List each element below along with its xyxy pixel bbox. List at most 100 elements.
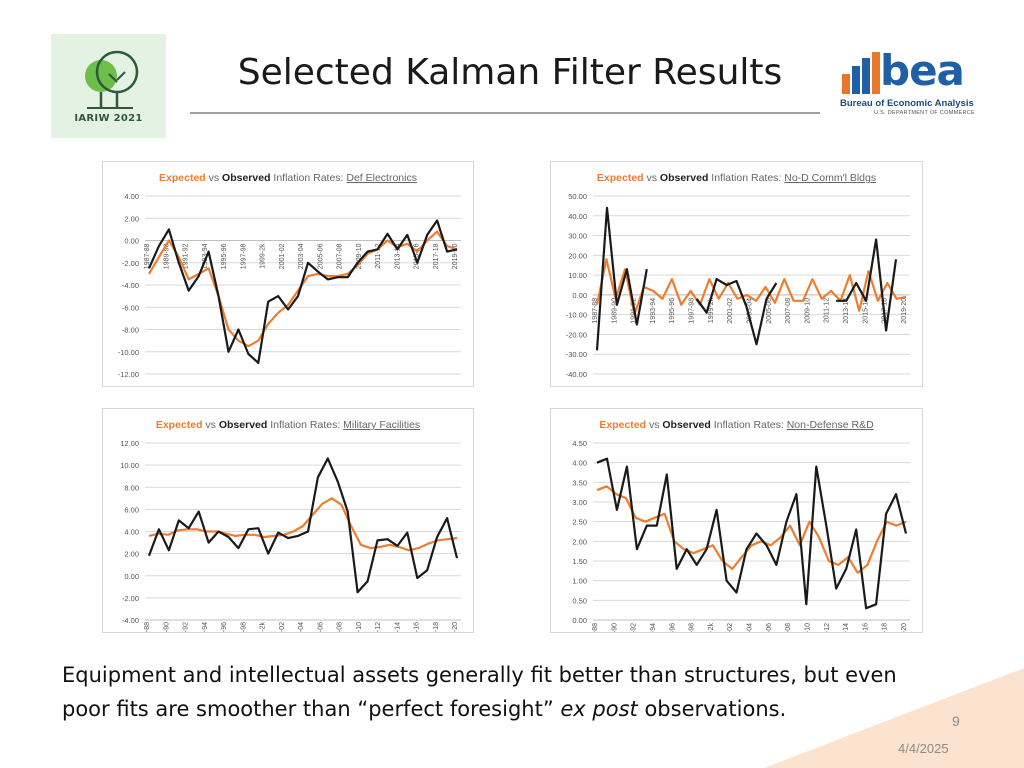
chart-panel-military-facilities: Expected vs Observed Inflation Rates: Mi… [102, 408, 474, 633]
x-tick-label: 2009-10 [356, 243, 363, 269]
series-line-observed [147, 457, 459, 594]
x-tick-label: 2015-16 [862, 298, 869, 324]
x-tick-label: 1987-88 [144, 243, 151, 269]
y-tick-label: 1.00 [572, 577, 587, 586]
x-tick-label: 2019-20 [901, 298, 908, 324]
y-tick-label: 2.00 [124, 550, 139, 559]
x-tick-label: 1991-92 [631, 623, 638, 632]
y-tick-label: 10.00 [568, 271, 587, 280]
chart-title: Expected vs Observed Inflation Rates: No… [599, 419, 874, 431]
y-tick-label: 4.50 [572, 439, 587, 448]
y-tick-label: -8.00 [122, 326, 139, 335]
chart-military-facilities: Expected vs Observed Inflation Rates: Mi… [120, 419, 461, 632]
y-tick-label: -12.00 [118, 370, 139, 379]
y-tick-label: 2.00 [572, 537, 587, 546]
y-tick-label: 40.00 [568, 212, 587, 221]
x-tick-label: 1989-90 [163, 243, 170, 269]
x-tick-label: 1989-90 [611, 298, 618, 324]
series-line-observed [147, 219, 458, 364]
bea-logo-dept: U.S. DEPARTMENT OF COMMERCE [874, 110, 975, 116]
x-tick-label: 2005-06 [317, 243, 324, 269]
series-line-expected [595, 258, 907, 316]
y-tick-label: -30.00 [566, 350, 587, 359]
x-tick-label: 1993-94 [650, 623, 657, 632]
x-tick-label: 2003-04 [747, 623, 754, 632]
bea-logo: bea Bureau of Economic Analysis U.S. DEP… [838, 50, 978, 122]
x-tick-label: 2017-18 [433, 243, 440, 269]
y-tick-label: 0.50 [572, 596, 587, 605]
chart-nod-commercial-bldgs: Expected vs Observed Inflation Rates: No… [566, 172, 910, 379]
x-tick-label: 2007-08 [337, 243, 344, 269]
x-tick-label: 2001-02 [727, 623, 734, 632]
y-tick-label: 12.00 [120, 439, 139, 448]
x-tick-label: 2007-08 [785, 623, 792, 632]
chart-panel-def-electronics: Expected vs Observed Inflation Rates: De… [102, 161, 474, 387]
caption-italic: ex post [560, 697, 638, 721]
x-tick-label: 1999-2k [260, 243, 267, 269]
x-tick-label: 1989-90 [163, 622, 170, 632]
y-tick-label: 0.00 [124, 572, 139, 581]
x-tick-label: 1999-2k [708, 623, 715, 632]
series-line-observed [595, 206, 898, 351]
x-tick-label: 2019-20 [452, 622, 459, 632]
x-tick-label: 1999-2k [260, 622, 267, 632]
y-tick-label: -10.00 [118, 348, 139, 357]
chart-title: Expected vs Observed Inflation Rates: Mi… [156, 419, 420, 431]
x-tick-label: 2003-04 [747, 298, 754, 324]
x-tick-label: 1993-94 [650, 298, 657, 324]
x-tick-label: 2015-16 [862, 623, 869, 632]
x-tick-label: 1987-88 [592, 623, 599, 632]
x-tick-label: 2001-02 [727, 298, 734, 324]
slide-date: 4/4/2025 [898, 741, 949, 756]
chart-panel-nod-commercial-bldgs: Expected vs Observed Inflation Rates: No… [550, 161, 923, 387]
x-tick-label: 2017-18 [882, 298, 889, 324]
y-tick-label: 8.00 [124, 483, 139, 492]
bea-logo-word: bea [880, 46, 965, 95]
x-tick-label: 2001-02 [279, 622, 286, 632]
x-tick-label: 1989-90 [611, 623, 618, 632]
x-tick-label: 1995-96 [669, 623, 676, 632]
x-tick-label: 2011-12 [375, 622, 382, 632]
x-tick-label: 2013-14 [394, 243, 401, 269]
x-tick-label: 2009-10 [804, 298, 811, 324]
series-line-observed [596, 457, 908, 610]
x-tick-label: 1995-96 [221, 243, 228, 269]
y-tick-label: -40.00 [566, 370, 587, 379]
y-tick-label: 20.00 [568, 251, 587, 260]
x-tick-label: 2013-14 [843, 623, 850, 632]
x-tick-label: 2005-06 [766, 623, 773, 632]
y-tick-label: 2.00 [124, 214, 139, 223]
chart-nondefense-rd: Expected vs Observed Inflation Rates: No… [572, 419, 910, 632]
x-tick-label: 1997-98 [240, 622, 247, 632]
y-tick-label: -6.00 [122, 303, 139, 312]
x-tick-label: 2019-20 [901, 623, 908, 632]
y-tick-label: 30.00 [568, 232, 587, 241]
x-tick-label: 2019-20 [452, 243, 459, 269]
tree-icon [85, 50, 139, 109]
x-tick-label: 1991-92 [183, 243, 190, 269]
x-tick-label: 2005-06 [317, 622, 324, 632]
x-tick-label: 2017-18 [433, 622, 440, 632]
x-tick-label: 2013-14 [394, 622, 401, 632]
x-tick-label: 2007-08 [337, 622, 344, 632]
series-line-expected [596, 485, 907, 574]
y-tick-label: 4.00 [124, 192, 139, 201]
x-tick-label: 1987-88 [144, 622, 151, 632]
x-tick-label: 1993-94 [202, 622, 209, 632]
x-tick-label: 2005-06 [766, 298, 773, 324]
x-tick-label: 2015-16 [414, 622, 421, 632]
x-tick-label: 2003-04 [298, 243, 305, 269]
caption-text-1: Equipment and intellectual assets genera… [62, 663, 897, 721]
y-tick-label: 3.50 [572, 478, 587, 487]
y-tick-label: 0.00 [124, 237, 139, 246]
x-tick-label: 2013-14 [843, 298, 850, 324]
corner-accent [764, 668, 1024, 768]
x-tick-label: 2007-08 [785, 298, 792, 324]
y-tick-label: -4.00 [122, 616, 139, 625]
x-tick-label: 2003-04 [298, 622, 305, 632]
y-tick-label: -4.00 [122, 281, 139, 290]
chart-title: Expected vs Observed Inflation Rates: No… [597, 172, 876, 184]
x-tick-label: 2011-12 [824, 298, 831, 323]
caption-text-2: observations. [637, 697, 787, 721]
y-tick-label: -10.00 [566, 311, 587, 320]
